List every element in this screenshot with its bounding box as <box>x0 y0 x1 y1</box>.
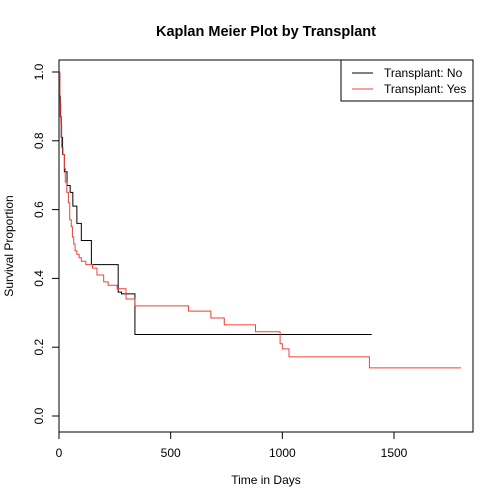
series-line-transplant-no <box>59 71 372 335</box>
legend-label-yes: Transplant: Yes <box>384 82 466 96</box>
x-axis-label: Time in Days <box>231 473 301 487</box>
y-tick-label: 1.0 <box>32 63 46 80</box>
x-tick-label: 0 <box>56 446 63 460</box>
y-axis-label: Survival Proportion <box>2 195 16 296</box>
plot-frame <box>58 59 474 433</box>
y-tick-label: 0.6 <box>32 201 46 218</box>
x-tick-label: 1000 <box>269 446 296 460</box>
y-tick-label: 0.4 <box>32 270 46 287</box>
legend-label-no: Transplant: No <box>384 66 463 80</box>
legend: Transplant: No Transplant: Yes <box>340 59 474 102</box>
legend-box <box>340 59 474 102</box>
x-tick-label: 1500 <box>381 446 408 460</box>
y-axis: 0.0 0.2 0.4 0.6 0.8 1.0 <box>32 63 60 424</box>
y-tick-label: 0.0 <box>32 407 46 424</box>
series-line-transplant-yes <box>59 71 461 369</box>
series-group <box>59 71 461 369</box>
x-axis: 0 500 1000 1500 <box>56 431 408 460</box>
y-tick-label: 0.2 <box>32 339 46 356</box>
y-tick-label: 0.8 <box>32 132 46 149</box>
chart-title: Kaplan Meier Plot by Transplant <box>156 24 376 40</box>
x-tick-label: 500 <box>161 446 181 460</box>
